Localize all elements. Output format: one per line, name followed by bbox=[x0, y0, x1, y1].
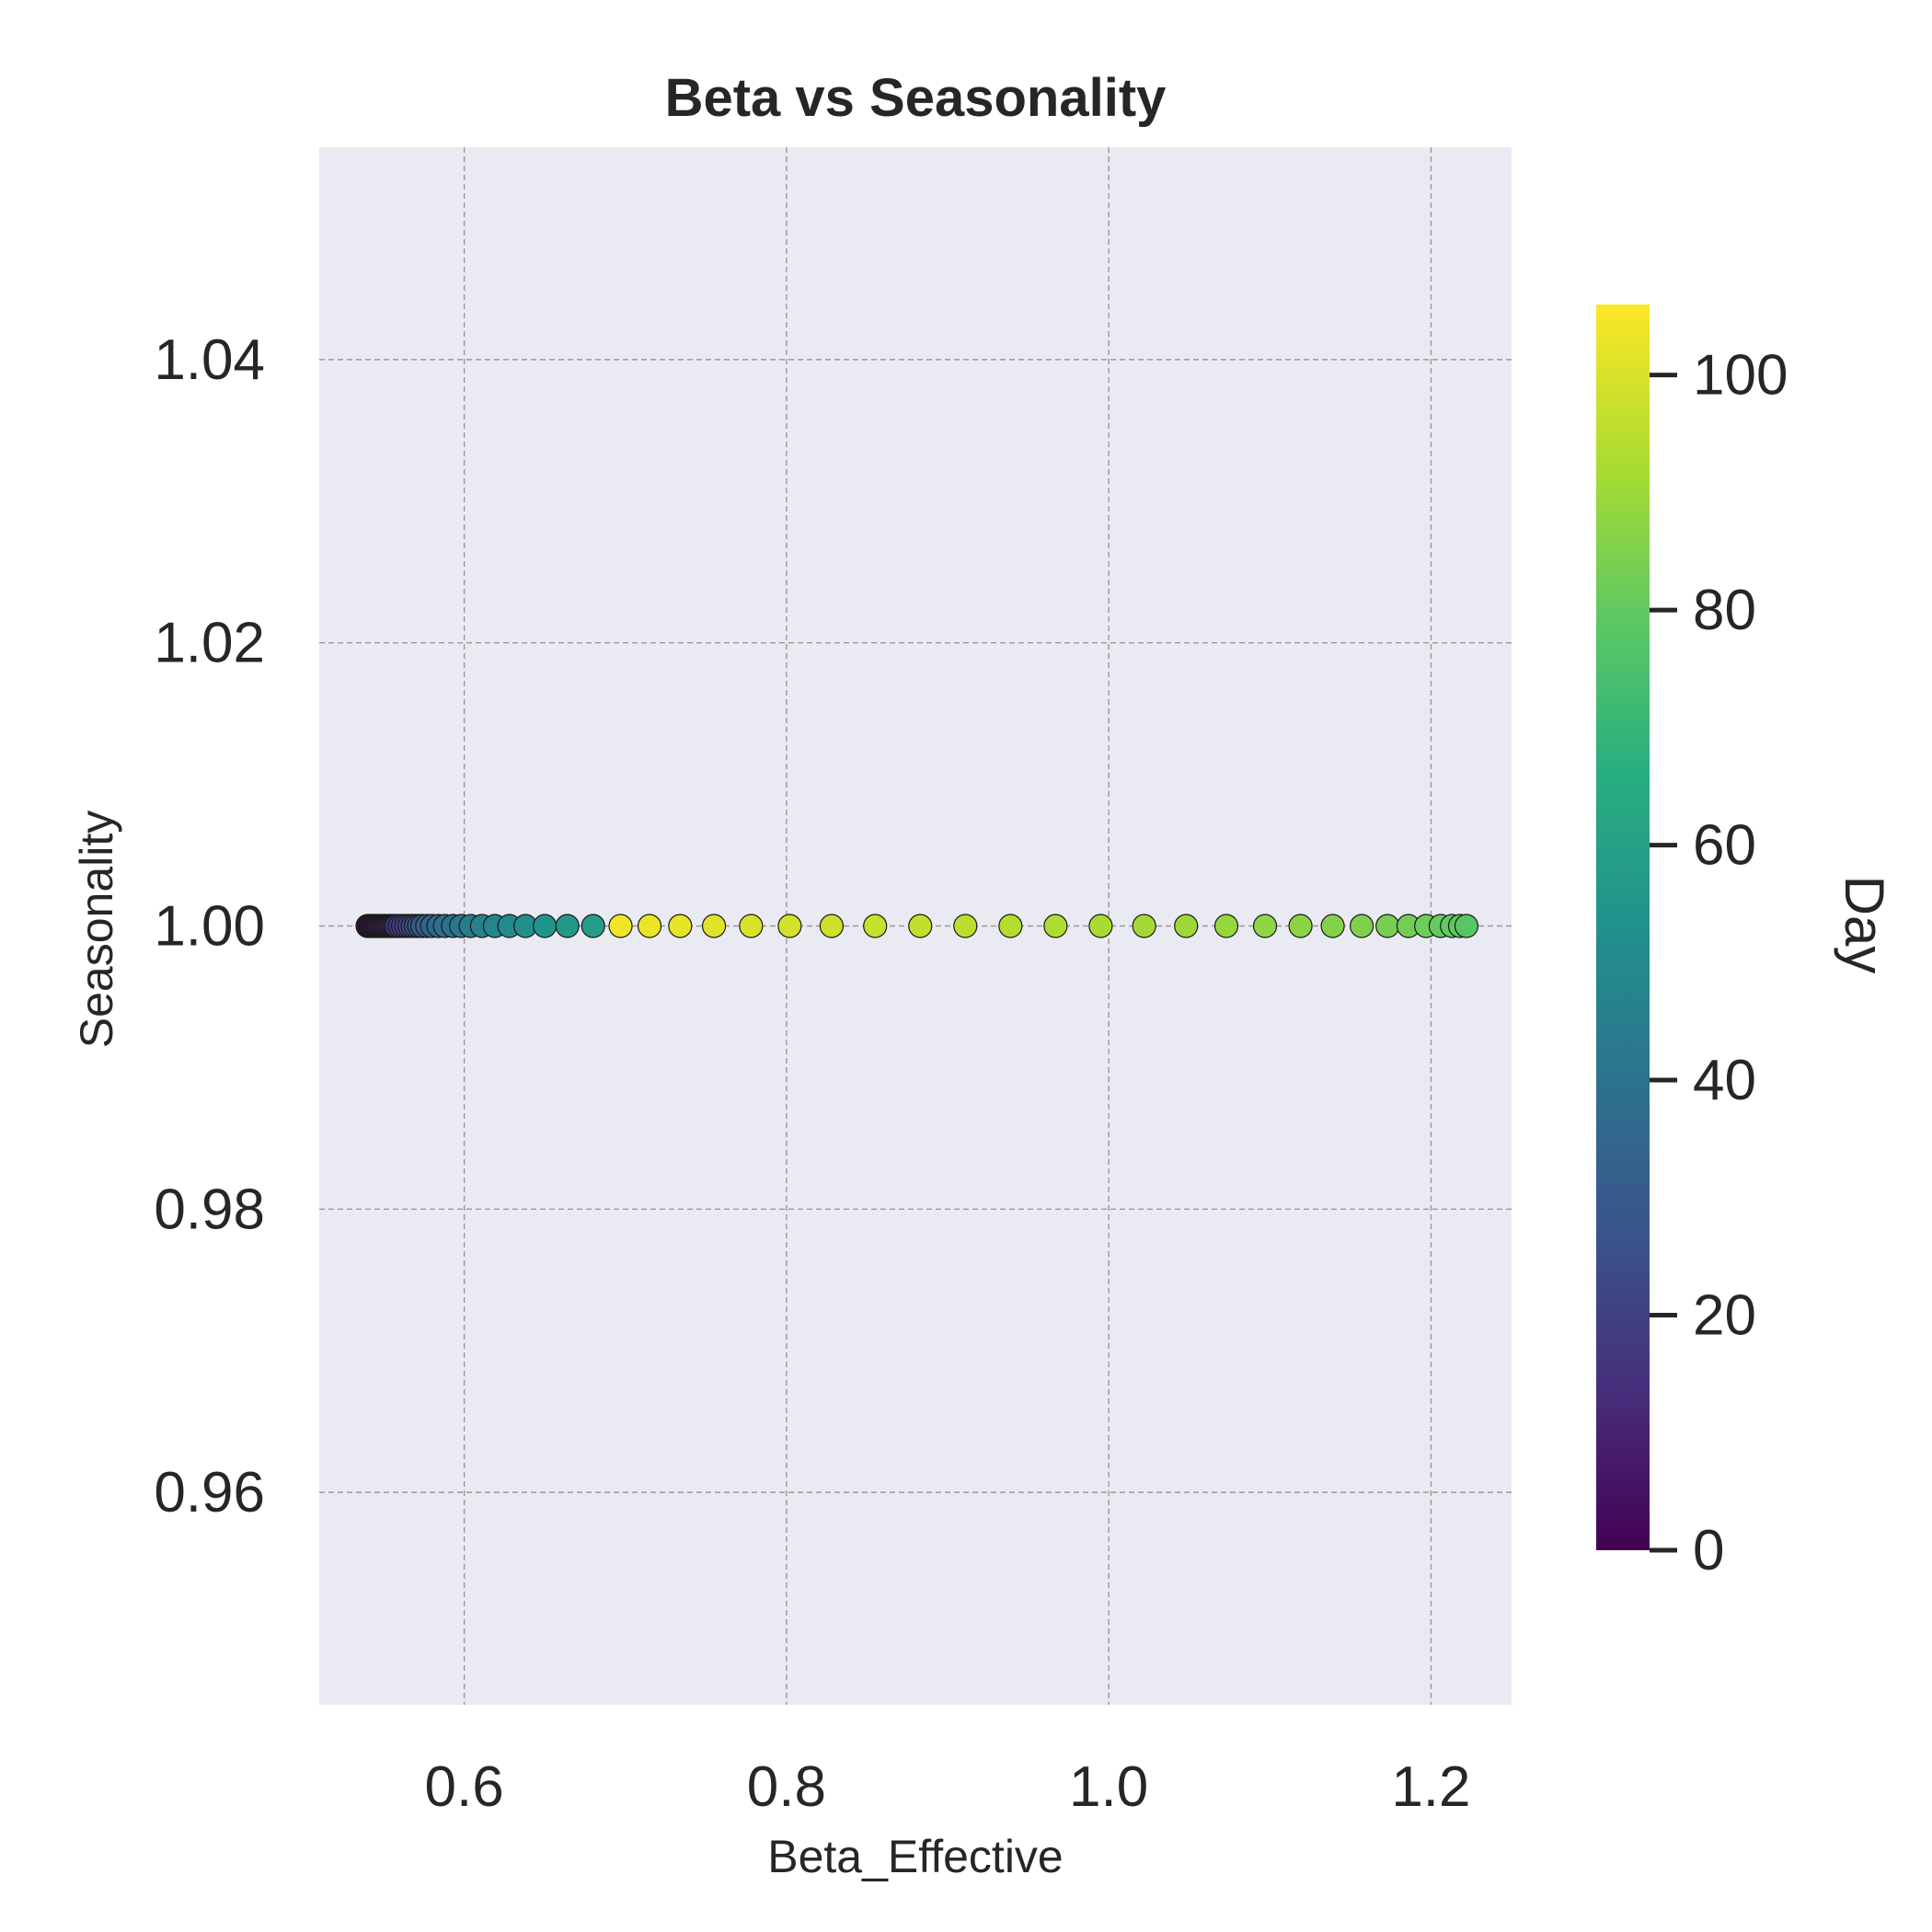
scatter-point bbox=[1454, 914, 1479, 938]
colorbar-tick-label: 40 bbox=[1693, 1049, 1756, 1112]
colorbar-tick-label: 20 bbox=[1693, 1284, 1756, 1348]
scatter-point bbox=[1043, 914, 1068, 938]
scatter-point bbox=[1350, 914, 1374, 938]
scatter-point bbox=[777, 914, 802, 938]
scatter-point bbox=[533, 914, 558, 938]
scatter-point bbox=[608, 914, 633, 938]
scatter-point bbox=[739, 914, 764, 938]
scatter-point bbox=[1132, 914, 1156, 938]
y-tick-label: 0.98 bbox=[154, 1178, 265, 1241]
colorbar-label: Day bbox=[1834, 876, 1895, 974]
grid bbox=[319, 147, 1512, 1705]
scatter-point bbox=[953, 914, 978, 938]
scatter-point bbox=[1252, 914, 1278, 938]
x-tick-label: 0.8 bbox=[747, 1755, 826, 1819]
y-tick-label: 0.96 bbox=[154, 1461, 265, 1524]
scatter-points bbox=[355, 914, 1479, 938]
scatter-point bbox=[637, 914, 662, 938]
x-axis-ticks: 0.6 0.8 1.0 1.2 bbox=[425, 1755, 1471, 1819]
scatter-point bbox=[1375, 914, 1400, 938]
scatter-point bbox=[668, 914, 693, 938]
x-tick-label: 0.6 bbox=[425, 1755, 504, 1819]
colorbar-tick-label: 80 bbox=[1693, 579, 1756, 642]
scatter-point bbox=[998, 914, 1023, 938]
y-axis-label: Seasonality bbox=[71, 811, 122, 1049]
colorbar-tick-label: 100 bbox=[1693, 344, 1788, 408]
scatter-point bbox=[863, 914, 888, 938]
colorbar bbox=[1596, 305, 1650, 1550]
y-tick-label: 1.02 bbox=[154, 612, 265, 675]
scatter-point bbox=[819, 914, 845, 938]
colorbar-tick-label: 60 bbox=[1693, 814, 1756, 878]
colorbar-tick-label: 0 bbox=[1693, 1519, 1724, 1582]
x-tick-label: 1.2 bbox=[1391, 1755, 1470, 1819]
scatter-point bbox=[1174, 914, 1199, 938]
x-tick-label: 1.0 bbox=[1069, 1755, 1148, 1819]
y-tick-label: 1.04 bbox=[154, 328, 265, 392]
scatter-point bbox=[581, 914, 605, 938]
chart-title: Beta vs Seasonality bbox=[665, 68, 1167, 128]
scatter-point bbox=[701, 914, 727, 938]
y-axis-ticks: 0.96 0.98 1.00 1.02 1.04 bbox=[154, 328, 265, 1524]
colorbar-ticks: 0 20 40 60 80 100 bbox=[1650, 344, 1788, 1582]
scatter-point bbox=[555, 914, 580, 938]
scatter-point bbox=[1288, 914, 1313, 938]
scatter-point bbox=[908, 914, 933, 938]
scatter-point bbox=[1320, 914, 1345, 938]
x-axis-label: Beta_Effective bbox=[767, 1831, 1064, 1882]
scatter-point bbox=[1213, 914, 1239, 938]
scatter-point bbox=[1088, 914, 1113, 938]
y-tick-label: 1.00 bbox=[154, 895, 265, 959]
